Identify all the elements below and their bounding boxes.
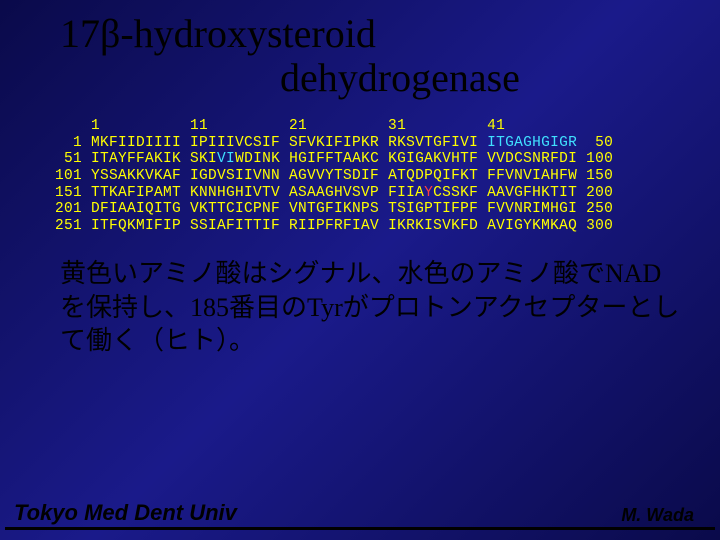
footer-right: M. Wada	[621, 505, 694, 526]
title: 17β-hydroxysteroid dehydrogenase	[0, 0, 720, 100]
description-text: 黄色いアミノ酸はシグナル、水色のアミノ酸でNADを保持し、185番目のTyrがプ…	[60, 257, 680, 358]
title-line1: 17β-hydroxysteroid	[60, 12, 720, 56]
sequence-block: 1 11 21 31 41 1 MKFIIDIIII IPIIIVCSIF SF…	[55, 118, 720, 235]
title-line2: dehydrogenase	[60, 56, 720, 100]
footer-left: Tokyo Med Dent Univ	[14, 500, 237, 526]
footer-line	[5, 527, 715, 530]
